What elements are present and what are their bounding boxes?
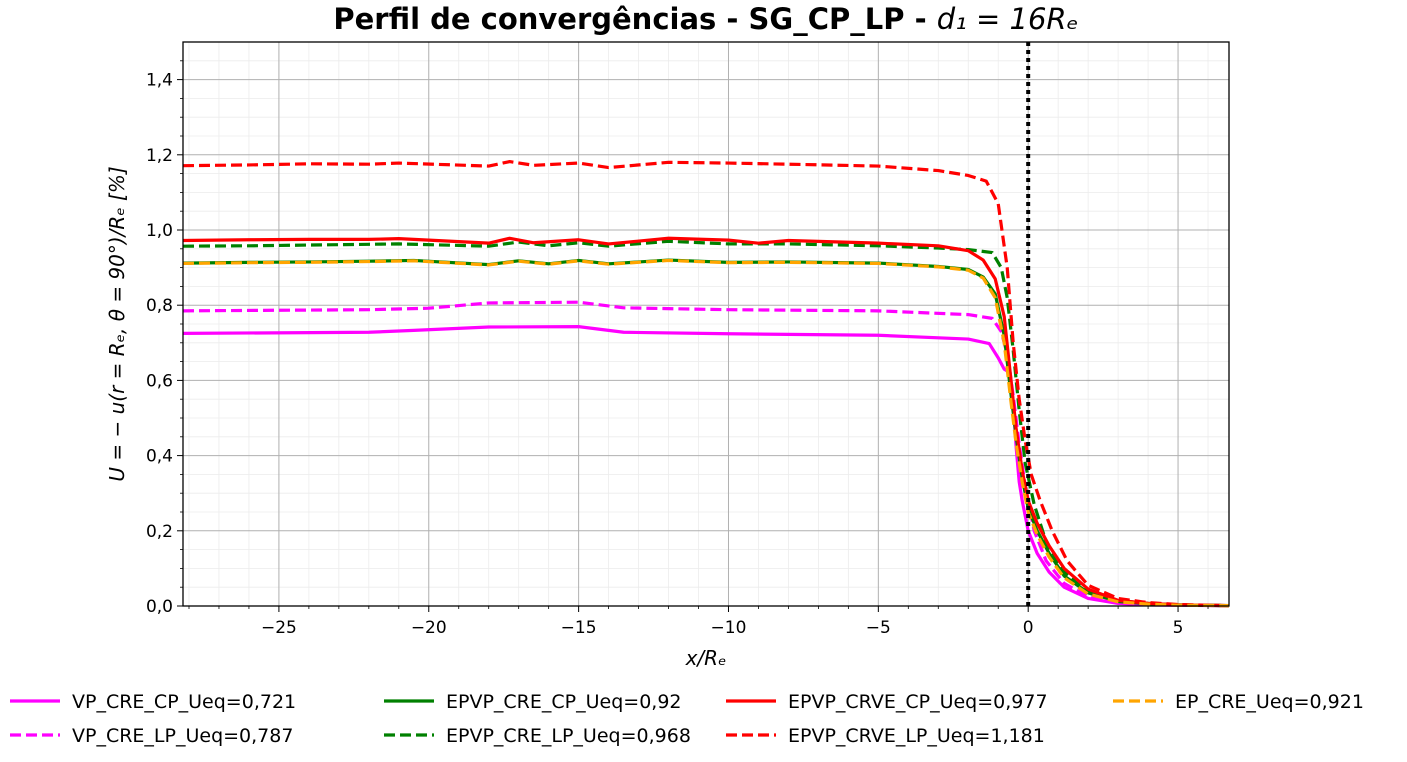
x-tick-label: −20 bbox=[411, 618, 447, 638]
chart-title-math: d₁ = 16Rₑ bbox=[937, 2, 1079, 36]
x-tick-label: −10 bbox=[711, 618, 747, 638]
x-tick-label: −5 bbox=[866, 618, 891, 638]
y-tick-label: 0,6 bbox=[146, 371, 173, 391]
legend-label: VP_CRE_CP_Ueq=0,721 bbox=[72, 691, 296, 713]
y-tick-label: 0,4 bbox=[146, 447, 173, 467]
y-axis: 0,0 0,2 0,4 0,6 0,8 1,0 1,2 1,4 bbox=[146, 60, 183, 617]
series-line-1 bbox=[182, 325, 1230, 608]
y-tick-label: 0,8 bbox=[146, 296, 173, 316]
legend-label: EPVP_CRE_CP_Ueq=0,92 bbox=[446, 691, 682, 713]
minor-grid bbox=[183, 42, 1229, 606]
legend-label: EPVP_CRVE_LP_Ueq=1,181 bbox=[788, 725, 1045, 747]
legend-label: VP_CRE_LP_Ueq=0,787 bbox=[72, 725, 293, 747]
legend-label: EP_CRE_Ueq=0,921 bbox=[1175, 691, 1364, 713]
x-tick-label: 5 bbox=[1173, 618, 1184, 638]
major-grid bbox=[183, 42, 1229, 607]
x-tick-label: −15 bbox=[561, 618, 597, 638]
y-axis-label: U = − u(r = Rₑ, θ = 90°)/Rₑ [%] bbox=[105, 166, 129, 481]
series-line-6 bbox=[182, 159, 1230, 608]
y-tick-label: 1,2 bbox=[146, 146, 173, 166]
legend: VP_CRE_CP_Ueq=0,721 VP_CRE_LP_Ueq=0,787 EP… bbox=[10, 691, 1364, 747]
y-tick-label: 0,0 bbox=[146, 597, 173, 617]
y-tick-label: 1,0 bbox=[146, 221, 173, 241]
x-tick-label: −25 bbox=[261, 618, 297, 638]
x-axis-label: x/Rₑ bbox=[685, 646, 727, 670]
legend-label: EPVP_CRVE_CP_Ueq=0,977 bbox=[788, 691, 1048, 713]
chart-title: Perfil de convergências - SG_CP_LP - d₁ … bbox=[333, 2, 1078, 36]
y-tick-label: 0,2 bbox=[146, 522, 173, 542]
series-line-7 bbox=[182, 258, 1230, 608]
series-line-3 bbox=[182, 258, 1230, 608]
series-line-4 bbox=[182, 239, 1230, 608]
series-layer bbox=[182, 159, 1230, 608]
x-axis: −25 −20 −15 −10 −5 0 5 bbox=[188, 606, 1209, 638]
chart-title-main: Perfil de convergências - SG_CP_LP - bbox=[333, 2, 936, 36]
legend-label: EPVP_CRE_LP_Ueq=0,968 bbox=[446, 725, 691, 747]
series-line-5 bbox=[182, 236, 1230, 608]
y-tick-label: 1,4 bbox=[146, 71, 173, 91]
x-tick-label: 0 bbox=[1023, 618, 1034, 638]
series-line-2 bbox=[182, 300, 1230, 608]
